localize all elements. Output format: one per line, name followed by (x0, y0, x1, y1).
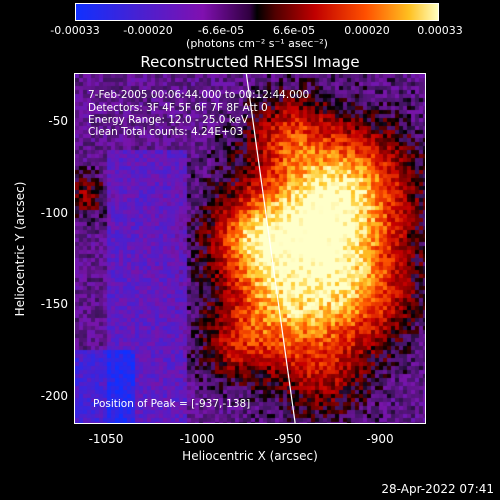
y-tick-label: -200 (40, 389, 68, 403)
clean-counts-label: Clean Total counts: 4.24E+03 (88, 126, 244, 138)
colorbar (75, 3, 439, 21)
energy-range-label: Energy Range: 12.0 - 25.0 keV (88, 114, 249, 126)
y-tick-label: -150 (40, 297, 68, 311)
colorbar-units: (photons cm⁻² s⁻¹ asec⁻²) (186, 37, 328, 50)
y-axis-label: Heliocentric Y (arcsec) (13, 181, 27, 317)
x-tick-label: -950 (274, 432, 302, 446)
timestamp: 28-Apr-2022 07:41 (381, 482, 494, 496)
plot-area: 7-Feb-2005 00:06:44.000 to 00:12:44.000 … (74, 73, 426, 424)
colorbar-tick: -0.00033 (50, 24, 100, 37)
peak-position-label: Position of Peak = [-937,-138] (93, 398, 251, 410)
colorbar-tick: 0.00033 (417, 24, 463, 37)
y-tick-label: -50 (48, 114, 68, 128)
colorbar-tick: -0.00020 (123, 24, 173, 37)
heatmap-image (75, 74, 425, 423)
solar-limb-line (245, 74, 296, 423)
x-axis-label: Heliocentric X (arcsec) (182, 449, 318, 463)
colorbar-gradient (76, 4, 438, 20)
detectors-label: Detectors: 3F 4F 5F 6F 7F 8F Att 0 (88, 102, 268, 114)
time-range-label: 7-Feb-2005 00:06:44.000 to 00:12:44.000 (88, 89, 310, 101)
limb-overlay (245, 74, 296, 423)
colorbar-tick: -6.6e-05 (197, 24, 245, 37)
colorbar-tick: 6.6e-05 (272, 24, 316, 37)
x-tick-label: -900 (366, 432, 394, 446)
x-tick-label: -1000 (179, 432, 215, 446)
x-tick-label: -1050 (88, 432, 124, 446)
colorbar-tick: 0.00020 (344, 24, 390, 37)
chart-title: Reconstructed RHESSI Image (140, 53, 360, 71)
y-tick-label: -100 (40, 206, 68, 220)
